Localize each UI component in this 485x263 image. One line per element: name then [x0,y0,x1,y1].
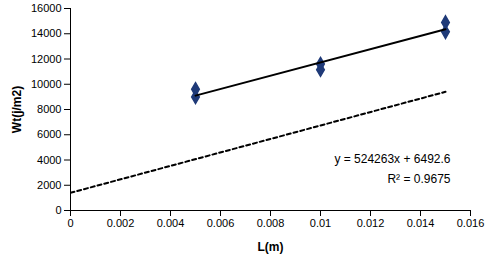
svg-text:14000: 14000 [31,27,62,39]
svg-text:0.016: 0.016 [457,217,485,229]
svg-text:0.006: 0.006 [207,217,235,229]
svg-text:0.01: 0.01 [310,217,331,229]
svg-text:0.012: 0.012 [357,217,385,229]
svg-text:0.004: 0.004 [157,217,185,229]
svg-text:0.014: 0.014 [407,217,435,229]
svg-text:6000: 6000 [37,128,61,140]
svg-text:10000: 10000 [31,78,62,90]
svg-text:Wt(j/m2): Wt(j/m2) [10,86,24,133]
svg-text:8000: 8000 [37,103,61,115]
svg-text:0: 0 [55,204,61,216]
svg-text:0: 0 [67,217,73,229]
svg-text:4000: 4000 [37,154,61,166]
svg-text:L(m): L(m) [258,240,284,254]
svg-text:12000: 12000 [31,53,62,65]
svg-text:R² = 0.9675: R² = 0.9675 [387,172,450,186]
svg-text:0.002: 0.002 [107,217,135,229]
svg-text:0.008: 0.008 [257,217,285,229]
svg-text:16000: 16000 [31,2,62,14]
svg-text:y = 524263x + 6492.6: y = 524263x + 6492.6 [334,152,450,166]
svg-text:2000: 2000 [37,179,61,191]
